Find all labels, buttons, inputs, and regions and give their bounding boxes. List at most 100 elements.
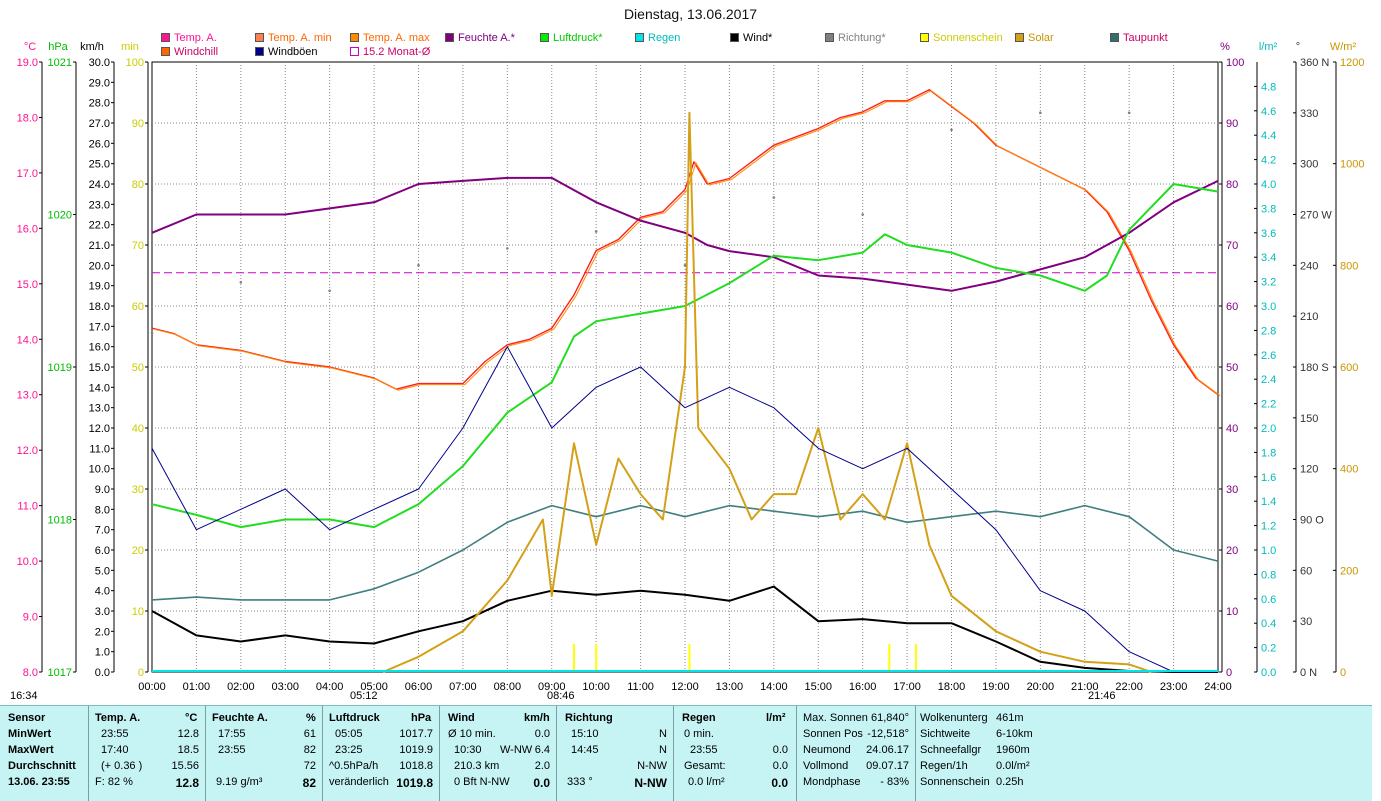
direction-axis-label: 240 (1300, 260, 1318, 272)
sunshine-bar (888, 644, 891, 672)
legend-solar[interactable]: Solar (1015, 32, 1054, 44)
header-direction: Richtung (565, 712, 613, 724)
press-current-value: 1019.8 (396, 776, 433, 790)
hum-min-value: 61 (303, 728, 316, 740)
direction-axis-label: 210 (1300, 311, 1318, 323)
wind-max-dir: W-NW (500, 744, 533, 756)
sun-axis-label: 50 (132, 362, 144, 374)
series-richtung-point (950, 128, 953, 132)
series-richtung-point (683, 264, 687, 267)
legend-dewpoint[interactable]: Taupunkt (1110, 32, 1168, 44)
humidity-axis-label: 30 (1226, 484, 1238, 496)
x-tick-label: 01:00 (183, 681, 211, 693)
legend-temp[interactable]: Temp. A. (161, 32, 217, 44)
temp-column: Temp. A. °C 23:55 12.8 17:40 18.5 (+ 0.3… (89, 706, 206, 801)
astro-value: -12,518° (867, 728, 909, 740)
legend-pressure[interactable]: Luftdruck* (540, 32, 603, 44)
rain-axis-label: 1.2 (1261, 521, 1276, 533)
astro-label: Max. Sonnen (803, 712, 868, 724)
legend-temp-max[interactable]: Temp. A. max (350, 32, 430, 44)
unit-wm2: W/m² (1330, 41, 1357, 53)
series-luftdruck-line (151, 183, 1219, 529)
sun-axis-label: 100 (126, 57, 144, 69)
rain-axis-label: 4.2 (1261, 155, 1276, 167)
unit-rain: l/m² (1259, 41, 1278, 53)
wind-axis-label: 17.0 (89, 321, 110, 333)
temp-axis-label: 13.0 (17, 390, 38, 402)
legend-monthly-avg[interactable]: 15.2 Monat-Ø (350, 46, 430, 58)
series-richtung-point (417, 264, 420, 267)
direction-axis-label: 150 (1300, 413, 1318, 425)
legend-sunshine[interactable]: Sonnenschein (920, 32, 1003, 44)
series-richtung-point (1127, 111, 1131, 115)
row-label-current: 13.06. 23:55 (8, 776, 70, 788)
humidity-axis-label: 50 (1226, 362, 1238, 374)
chart-title: Dienstag, 13.06.2017 (623, 6, 758, 22)
legend-wind[interactable]: Wind* (730, 32, 772, 44)
legend-swatch (350, 47, 359, 56)
wind-axis-label: 7.0 (95, 525, 110, 537)
series-solar-line (382, 111, 1152, 673)
rain-axis-label: 3.0 (1261, 301, 1276, 313)
header-wind-unit: km/h (524, 712, 550, 724)
wind-axis-label: 0.0 (95, 667, 110, 679)
wind-axis-label: 25.0 (89, 159, 110, 171)
press-min-value: 1017.7 (399, 728, 433, 740)
legend-label: Temp. A. max (363, 32, 430, 44)
temp-axis-label: 19.0 (17, 57, 38, 69)
rain-axis-label: 0.6 (1261, 594, 1276, 606)
wind-axis-label: 22.0 (89, 220, 110, 232)
legend-gusts[interactable]: Windböen (255, 46, 318, 58)
wind-axis-label: 4.0 (95, 586, 110, 598)
unit-hpa: hPa (48, 41, 68, 53)
extra-label: Wolkenunterg (920, 712, 988, 724)
legend-label: Solar (1028, 32, 1054, 44)
solar-axis-label: 1200 (1340, 57, 1364, 69)
legend-direction[interactable]: Richtung* (825, 32, 886, 44)
legend-label: Luftdruck* (553, 32, 603, 44)
x-tick-label: 14:00 (760, 681, 788, 693)
temp-axis-label: 14.0 (17, 334, 38, 346)
wind-axis-label: 1.0 (95, 647, 110, 659)
extra-value: 0.25h (996, 776, 1024, 788)
unit-celsius: °C (24, 41, 36, 53)
row-label-max: MaxWert (8, 744, 54, 756)
x-tick-label: 07:00 (449, 681, 477, 693)
series-richtung-point (506, 247, 509, 250)
x-tick-label: 05:00 (360, 681, 388, 693)
rain-total-label: Gesamt: (684, 760, 726, 772)
direction-axis-label: 180 S (1300, 362, 1329, 374)
x-tick-label: 19:00 (982, 681, 1010, 693)
wind-axis-label: 14.0 (89, 382, 110, 394)
direction-axis-label: 30 (1300, 616, 1312, 628)
extra-label: Regen/1h (920, 760, 968, 772)
x-tick-label: 06:00 (405, 681, 433, 693)
header-rain-unit: l/m² (766, 712, 786, 724)
extra-column: Wolkenunterg 461m Sichtweite 6-10km Schn… (916, 706, 1040, 801)
temp-current-value: 12.8 (175, 776, 199, 790)
legend-temp-min[interactable]: Temp. A. min (255, 32, 332, 44)
wind-axis-label: 19.0 (89, 281, 110, 293)
humidity-axis-label: 90 (1226, 118, 1238, 130)
marker-label: 21:46 (1088, 690, 1116, 702)
legend-windchill[interactable]: Windchill (161, 46, 218, 58)
series-windb-en-line (151, 346, 1218, 673)
legend-swatch (730, 33, 739, 42)
humidity-axis-label: 40 (1226, 423, 1238, 435)
x-tick-label: 10:00 (582, 681, 610, 693)
rain-axis-label: 4.0 (1261, 179, 1276, 191)
pressure-axis-label: 1017 (48, 667, 72, 679)
header-pressure: Luftdruck (329, 712, 380, 724)
legend-swatch (161, 33, 170, 42)
press-max-value: 1019.9 (399, 744, 433, 756)
direction-axis-label: 120 (1300, 464, 1318, 476)
unit-percent: % (1220, 41, 1230, 53)
wind-axis-label: 8.0 (95, 504, 110, 516)
legend-swatch (1110, 33, 1119, 42)
press-avg-value: 1018.8 (399, 760, 433, 772)
legend-rain[interactable]: Regen (635, 32, 680, 44)
temp-feel: F: 82 % (95, 776, 133, 788)
sun-axis-label: 90 (132, 118, 144, 130)
humidity-axis-label: 10 (1226, 606, 1238, 618)
legend-humidity[interactable]: Feuchte A.* (445, 32, 515, 44)
